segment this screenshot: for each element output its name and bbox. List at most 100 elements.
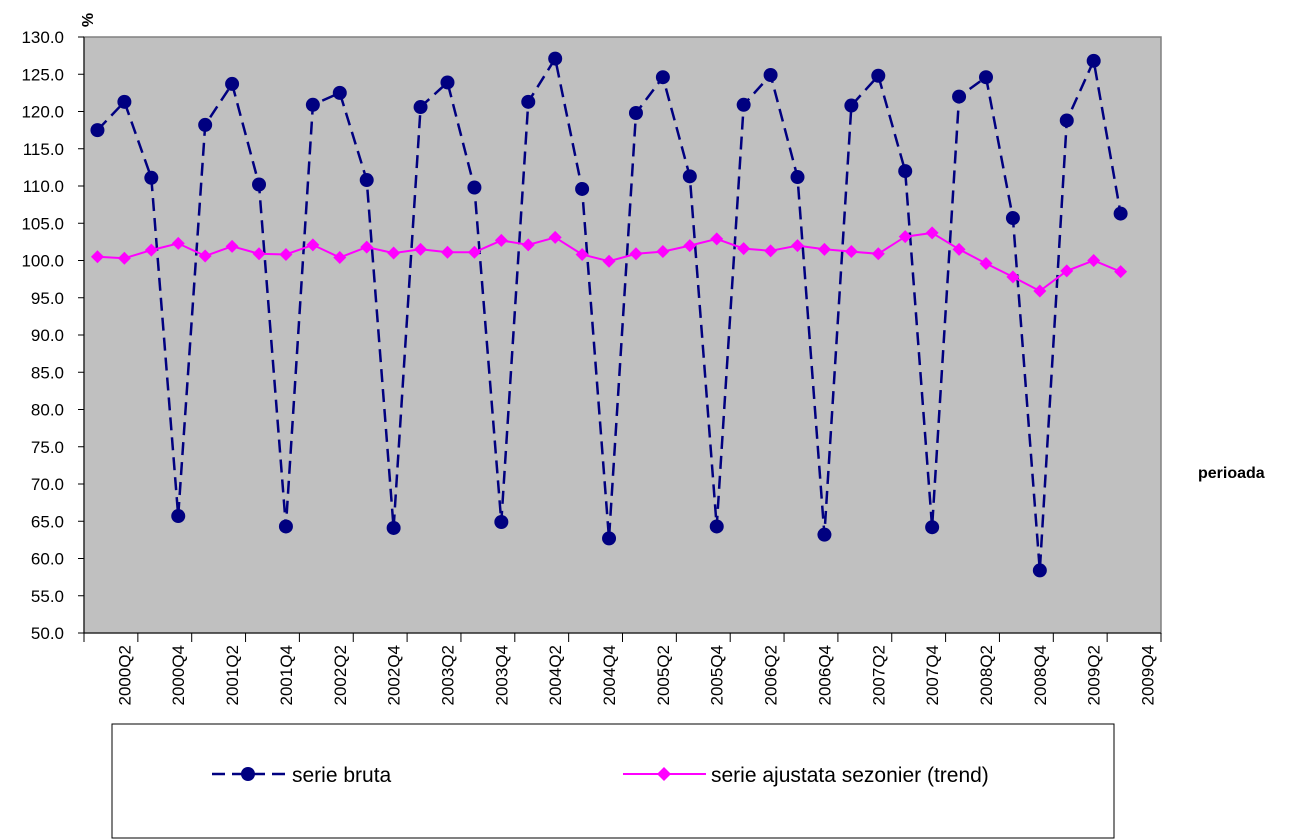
data-point-trend <box>979 256 993 270</box>
data-point-serie-bruta <box>1005 211 1020 226</box>
x-tick-label: 2005Q4 <box>708 645 727 706</box>
data-point-trend <box>1060 264 1074 278</box>
y-tick-label: 80.0 <box>31 401 64 420</box>
data-point-serie-bruta <box>332 85 347 100</box>
data-point-serie-bruta <box>225 76 240 91</box>
data-point-serie-bruta <box>709 519 724 534</box>
data-point-serie-bruta <box>171 509 186 524</box>
data-point-serie-bruta <box>655 70 670 85</box>
legend: serie bruta serie ajustata sezonier (tre… <box>111 723 1115 839</box>
data-point-serie-bruta <box>90 123 105 138</box>
legend-label-trend: serie ajustata sezonier (trend) <box>711 764 989 787</box>
data-point-trend <box>521 238 535 252</box>
data-point-serie-bruta <box>1032 563 1047 578</box>
y-axis: 50.0 55.0 60.0 65.0 70.0 75.0 80.0 85.0 90.0 95.0… <box>21 28 85 643</box>
x-tick-label: 2002Q2 <box>331 645 350 706</box>
y-tick-label: 110.0 <box>23 177 64 196</box>
y-tick-label: 115.0 <box>23 140 64 159</box>
x-tick-label: 2009Q4 <box>1139 645 1158 706</box>
data-point-serie-bruta <box>144 170 159 185</box>
data-point-serie-bruta <box>736 97 751 112</box>
data-point-serie-bruta <box>978 70 993 85</box>
x-tick-label: 2003Q2 <box>438 645 457 706</box>
data-point-trend <box>1087 254 1101 267</box>
x-tick-label: 2006Q4 <box>815 645 834 706</box>
x-tick-label: 2000Q4 <box>169 645 188 706</box>
data-point-trend <box>629 247 643 261</box>
data-point-trend <box>871 247 885 261</box>
x-tick-label: 2003Q4 <box>492 645 511 706</box>
data-point-serie-bruta <box>682 169 697 184</box>
legend-marker-serie-bruta <box>241 767 255 781</box>
x-tick-label: 2005Q2 <box>654 645 673 706</box>
series-layer <box>90 51 1128 578</box>
data-point-serie-bruta <box>359 173 374 188</box>
data-point-serie-bruta <box>252 177 267 192</box>
data-point-serie-bruta <box>871 68 886 83</box>
y-tick-label: 70.0 <box>31 475 64 494</box>
data-point-trend <box>1033 284 1047 298</box>
y-tick-label: 125.0 <box>21 65 64 84</box>
data-point-serie-bruta <box>548 51 563 66</box>
y-tick-label: 90.0 <box>31 326 64 345</box>
data-point-serie-bruta <box>575 181 590 196</box>
data-point-trend <box>898 230 912 244</box>
y-tick-label: 75.0 <box>31 438 64 457</box>
data-point-trend <box>710 232 724 246</box>
data-point-serie-bruta <box>925 520 940 535</box>
x-tick-label: 2004Q4 <box>600 645 619 706</box>
data-point-serie-bruta <box>521 94 536 109</box>
data-point-trend <box>117 251 131 265</box>
y-tick-label: 105.0 <box>21 214 64 233</box>
data-point-trend <box>952 242 966 256</box>
data-point-trend <box>90 250 104 264</box>
y-tick-label: 50.0 <box>31 624 64 643</box>
data-point-serie-bruta <box>1113 206 1128 221</box>
x-tick-label: 2008Q2 <box>977 645 996 706</box>
data-point-serie-bruta <box>278 519 293 534</box>
data-point-trend <box>306 238 320 252</box>
data-point-serie-bruta <box>198 117 213 132</box>
y-tick-label: 60.0 <box>31 550 64 569</box>
x-tick-label: 2001Q4 <box>277 645 296 706</box>
data-point-trend <box>844 245 858 259</box>
y-tick-label: 130.0 <box>21 28 64 47</box>
data-point-serie-bruta <box>494 514 509 529</box>
x-axis-title: perioada <box>1198 465 1265 482</box>
x-tick-label: 2007Q4 <box>923 645 942 706</box>
data-point-trend <box>602 254 616 268</box>
data-point-trend <box>171 236 185 250</box>
data-point-trend <box>494 233 508 247</box>
y-tick-label: 65.0 <box>31 512 64 531</box>
legend-box <box>111 723 1115 839</box>
data-point-trend <box>548 230 562 244</box>
data-point-trend <box>683 239 697 253</box>
x-tick-label: 2002Q4 <box>385 645 404 706</box>
y-tick-label: 55.0 <box>31 587 64 606</box>
data-point-trend <box>737 242 751 256</box>
data-point-trend <box>1006 270 1020 284</box>
data-point-trend <box>925 226 939 240</box>
x-tick-label: 2001Q2 <box>223 645 242 706</box>
data-point-trend <box>279 248 293 262</box>
legend-label-serie-bruta: serie bruta <box>292 764 392 787</box>
data-point-trend <box>440 245 454 259</box>
data-point-trend <box>764 244 778 258</box>
x-tick-label: 2000Q2 <box>115 645 134 706</box>
data-point-serie-bruta <box>1086 53 1101 68</box>
y-tick-label: 95.0 <box>31 289 64 308</box>
data-point-serie-bruta <box>1059 113 1074 128</box>
data-point-trend <box>144 243 158 257</box>
data-point-serie-bruta <box>628 105 643 120</box>
data-point-serie-bruta <box>305 97 320 112</box>
data-point-trend <box>1114 265 1128 279</box>
data-point-trend <box>575 248 589 262</box>
data-point-trend <box>225 239 239 253</box>
data-point-trend <box>198 249 212 263</box>
x-tick-label: 2006Q2 <box>762 645 781 706</box>
data-point-trend <box>333 251 347 265</box>
data-point-trend <box>791 239 805 253</box>
data-point-serie-bruta <box>952 89 967 104</box>
x-axis: 2000Q2 2000Q4 2001Q2 2001Q4 2002Q2 2002Q4 2003… <box>83 632 1162 706</box>
